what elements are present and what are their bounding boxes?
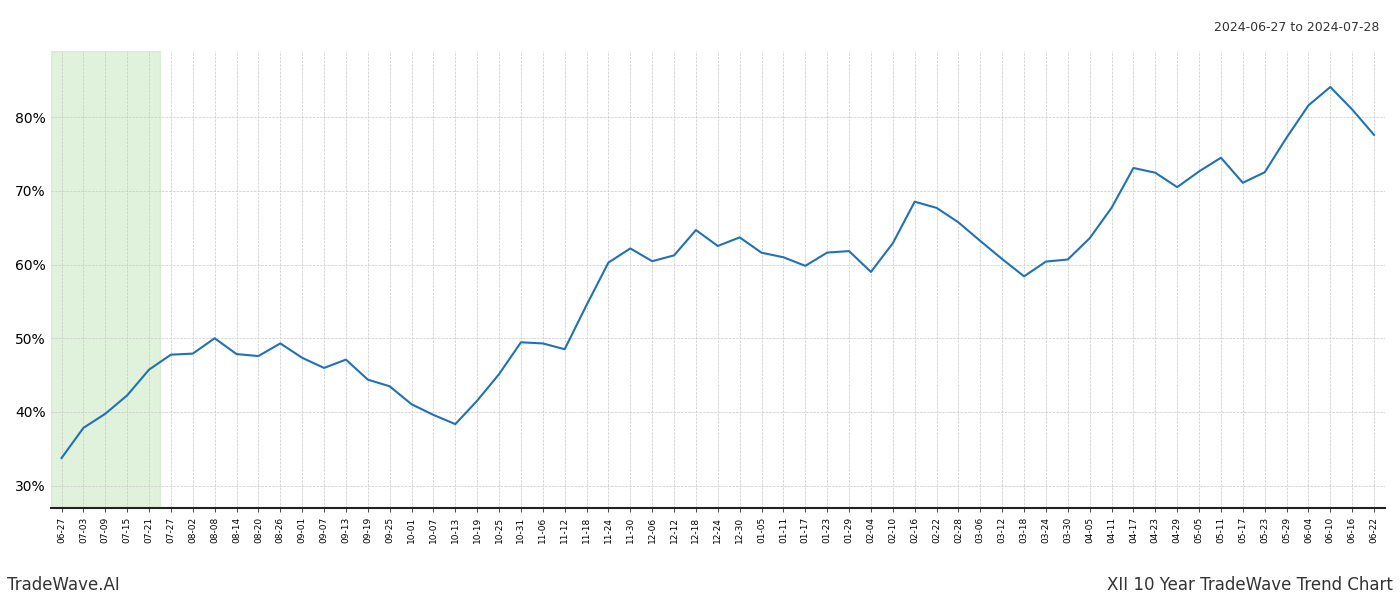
Text: XII 10 Year TradeWave Trend Chart: XII 10 Year TradeWave Trend Chart [1107, 576, 1393, 594]
Bar [50, 51, 160, 508]
Text: TradeWave.AI: TradeWave.AI [7, 576, 120, 594]
Text: 2024-06-27 to 2024-07-28: 2024-06-27 to 2024-07-28 [1214, 21, 1379, 34]
